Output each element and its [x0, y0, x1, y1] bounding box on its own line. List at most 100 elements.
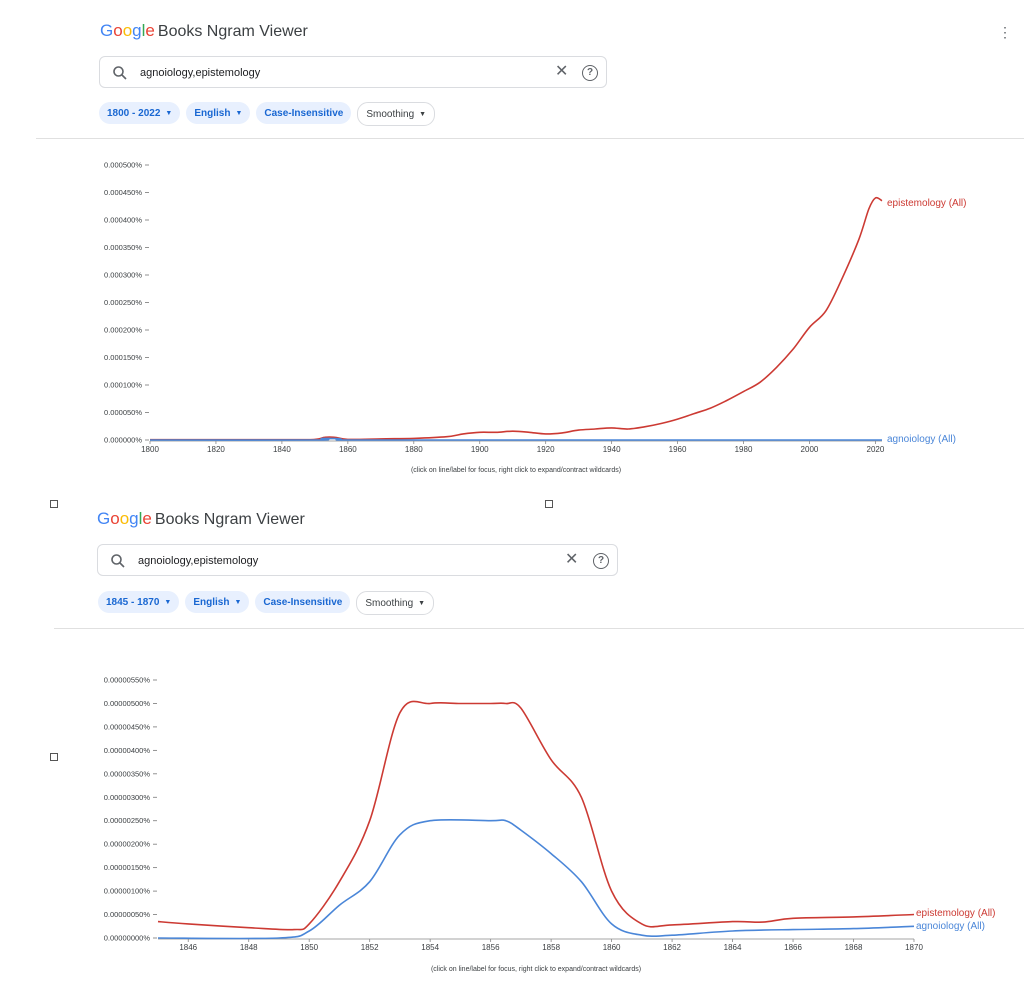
chip-label: Case-Insensitive	[264, 107, 344, 119]
logo-letter: g	[132, 21, 142, 40]
case-insensitive-chip[interactable]: Case-Insensitive	[255, 591, 351, 613]
logo-letter: G	[97, 509, 111, 528]
checkbox[interactable]	[545, 500, 553, 508]
x-tick-label: 1840	[273, 445, 291, 454]
ngram-chart-1[interactable]: 0.000000% 0.000050% 0.000100% 0.000150% 0.00…	[0, 0, 1024, 490]
y-tick-label: 0.000000%	[104, 436, 142, 445]
y-tick-label: 0.00000250%	[104, 816, 151, 825]
x-tick-label: 1860	[603, 943, 621, 952]
series-label[interactable]: epistemology (All)	[916, 908, 995, 919]
x-tick-label: 1860	[339, 445, 357, 454]
x-tick-label: 1900	[471, 445, 489, 454]
smoothing-chip[interactable]: Smoothing ▼	[356, 591, 435, 615]
search-box: ✕ ?	[97, 544, 618, 576]
chip-label: Case-Insensitive	[263, 596, 343, 608]
x-tick-label: 1820	[207, 445, 225, 454]
y-tick-label: 0.000300%	[104, 271, 142, 280]
y-tick-label: 0.00000400%	[104, 746, 151, 755]
checkbox[interactable]	[50, 500, 58, 508]
google-books-logo[interactable]: Google Books Ngram Viewer	[97, 509, 305, 529]
kebab-icon[interactable]: ⋮	[998, 24, 1012, 40]
logo-letter: o	[122, 21, 133, 40]
y-tick-label: 0.000400%	[104, 216, 142, 225]
series-line-epistemology[interactable]	[150, 196, 883, 441]
search-input[interactable]	[136, 551, 520, 571]
chevron-down-icon: ▼	[164, 598, 172, 606]
x-tick-label: 1800	[141, 445, 159, 454]
x-tick-label: 2000	[801, 445, 819, 454]
y-tick-label: 0.00000450%	[104, 722, 151, 731]
filter-chips: 1800 - 2022 ▼ English ▼ Case-Insensitive S…	[99, 102, 436, 126]
smoothing-chip[interactable]: Smoothing ▼	[357, 102, 436, 126]
logo-letter: G	[100, 21, 114, 40]
x-tick-label: 1858	[542, 943, 560, 952]
y-tick-label: 0.00000050%	[104, 910, 151, 919]
ngram-chart-2[interactable]: 0.00000000% 0.00000050% 0.00000100% 0.00000…	[0, 490, 1024, 982]
chip-label: English	[193, 596, 230, 608]
chevron-down-icon: ▼	[165, 109, 173, 117]
year-range-chip[interactable]: 1800 - 2022 ▼	[99, 102, 181, 124]
checkbox[interactable]	[50, 753, 58, 761]
x-tick-label: 1862	[663, 943, 681, 952]
logo-letter: e	[142, 509, 152, 528]
close-icon[interactable]: ✕	[565, 551, 579, 568]
search-icon[interactable]	[110, 553, 126, 569]
y-tick-label: 0.000350%	[104, 243, 142, 252]
help-icon[interactable]: ?	[593, 553, 609, 569]
logo-letter: l	[138, 509, 143, 528]
x-tick-label: 1846	[179, 943, 197, 952]
chip-label: English	[194, 107, 231, 119]
chevron-down-icon: ▼	[234, 598, 242, 606]
y-tick-label: 0.00000300%	[104, 793, 151, 802]
y-tick-label: 0.000100%	[104, 381, 142, 390]
close-icon[interactable]: ✕	[555, 63, 569, 80]
chart-caption: (click on line/label for focus, right cl…	[431, 966, 641, 973]
divider	[36, 138, 1024, 139]
corpus-chip[interactable]: English ▼	[185, 591, 250, 613]
x-tick-label: 1856	[482, 943, 500, 952]
x-tick-label: 1960	[669, 445, 687, 454]
chart-caption: (click on line/label for focus, right cl…	[411, 467, 621, 474]
x-tick-label: 1864	[724, 943, 742, 952]
logo-letter: e	[145, 21, 155, 40]
y-tick-label: 0.00000100%	[104, 887, 151, 896]
help-icon[interactable]: ?	[582, 65, 598, 81]
logo-letter: o	[110, 509, 120, 528]
logo-letter: g	[129, 509, 139, 528]
case-insensitive-chip[interactable]: Case-Insensitive	[256, 102, 352, 124]
series-label[interactable]: agnoiology (All)	[916, 921, 985, 932]
series-line-agnoiology[interactable]	[157, 818, 915, 940]
chip-label: 1845 - 1870	[106, 596, 160, 608]
series-label[interactable]: agnoiology (All)	[887, 434, 956, 445]
google-books-logo[interactable]: Google Books Ngram Viewer	[100, 21, 308, 41]
series-line-agnoiology[interactable]	[149, 437, 882, 441]
divider	[54, 628, 1024, 629]
search-icon[interactable]	[112, 65, 128, 81]
series-line-epistemology[interactable]	[157, 700, 915, 931]
x-tick-label: 1870	[905, 943, 923, 952]
x-tick-label: 1920	[537, 445, 555, 454]
chevron-down-icon: ▼	[419, 110, 427, 118]
x-tick-label: 1866	[784, 943, 802, 952]
corpus-chip[interactable]: English ▼	[186, 102, 251, 124]
x-tick-label: 1980	[735, 445, 753, 454]
x-tick-label: 1850	[300, 943, 318, 952]
x-tick-label: 1940	[603, 445, 621, 454]
x-tick-label: 1848	[240, 943, 258, 952]
logo-text: Books Ngram Viewer	[154, 511, 305, 528]
search-input[interactable]	[138, 63, 522, 83]
y-tick-label: 0.00000500%	[104, 699, 151, 708]
logo-text: Books Ngram Viewer	[157, 23, 308, 40]
x-tick-label: 1852	[361, 943, 379, 952]
y-tick-label: 0.000500%	[104, 161, 142, 170]
logo-letter: o	[113, 21, 123, 40]
chevron-down-icon: ▼	[235, 109, 243, 117]
series-label[interactable]: epistemology (All)	[887, 198, 966, 209]
filter-chips: 1845 - 1870 ▼ English ▼ Case-Insensitive S…	[98, 591, 435, 615]
year-range-chip[interactable]: 1845 - 1870 ▼	[98, 591, 180, 613]
x-tick-label: 1880	[405, 445, 423, 454]
y-tick-label: 0.000050%	[104, 408, 142, 417]
y-tick-label: 0.000150%	[104, 353, 142, 362]
